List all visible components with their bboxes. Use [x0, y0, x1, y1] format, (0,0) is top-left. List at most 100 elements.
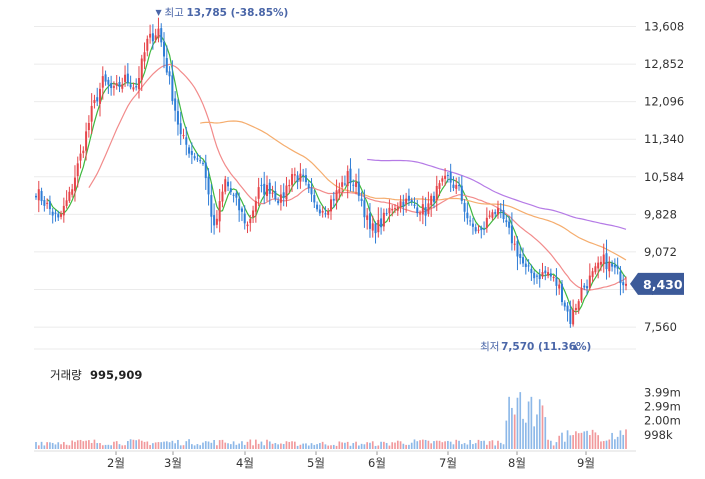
candle [240, 206, 243, 222]
candle [374, 221, 377, 244]
candle [597, 256, 600, 279]
candle [463, 199, 466, 222]
candle [271, 185, 274, 198]
candle-body [229, 188, 232, 193]
candle-body [471, 223, 474, 227]
volume-bar [296, 445, 299, 449]
volume-bar [355, 441, 357, 449]
price-tick-label: 13,608 [644, 20, 684, 34]
candle-body [474, 227, 477, 232]
volume-bar [371, 441, 374, 449]
candle [335, 179, 338, 210]
volume-bar [46, 442, 48, 449]
candle [257, 177, 260, 207]
candle [43, 196, 46, 212]
volume-bar [79, 439, 82, 449]
price-tick-label: 9,072 [644, 245, 677, 259]
volume-bar [550, 440, 552, 449]
candle [110, 75, 113, 96]
volume-bar [238, 443, 240, 449]
candle [174, 91, 177, 122]
candle [449, 163, 452, 192]
candle [249, 215, 252, 232]
candle-body [480, 227, 483, 231]
volume-bar [508, 396, 510, 449]
candle-body [413, 204, 416, 206]
candle-body [268, 182, 271, 194]
candle-body [204, 162, 207, 179]
volume-bar [152, 443, 154, 449]
candle [118, 76, 121, 93]
volume-bar [302, 443, 305, 449]
volume-bar [143, 441, 146, 449]
candle-body [90, 105, 93, 122]
candle-body [126, 73, 129, 84]
candle-body [588, 275, 591, 288]
candle-body [382, 212, 385, 227]
candle [471, 217, 474, 235]
volume-bar [71, 440, 74, 449]
candle [352, 179, 355, 192]
candle [104, 70, 107, 86]
candle [494, 209, 497, 218]
candle [260, 177, 263, 193]
candle-body [496, 208, 499, 215]
candle [330, 195, 332, 220]
candle [416, 199, 419, 217]
volume-bar [243, 444, 246, 449]
volume-bar [360, 443, 363, 449]
candle-body [410, 199, 413, 202]
candle [60, 210, 63, 220]
candle [101, 66, 104, 100]
candle-body [424, 207, 427, 216]
candle-body [502, 210, 505, 220]
volume-bar [483, 440, 485, 449]
candle [491, 209, 494, 221]
volume-bar [182, 445, 185, 449]
volume-bar [185, 441, 188, 449]
candle [54, 209, 57, 222]
candle [566, 302, 569, 322]
candle [402, 194, 405, 216]
candle [427, 191, 430, 217]
volume-label: 거래량 [50, 368, 82, 382]
candle [430, 193, 433, 217]
candle [541, 262, 544, 280]
candle-body [316, 204, 319, 210]
volume-bar [202, 442, 204, 449]
candle-body [218, 201, 221, 222]
volume-bar [282, 444, 285, 449]
volume-bar [616, 436, 619, 449]
volume-bar [96, 443, 99, 449]
volume-bar [566, 430, 569, 449]
candle [265, 175, 268, 202]
candle-body [37, 189, 40, 201]
volume-bar [352, 443, 355, 449]
volume-bar [43, 445, 46, 449]
volume-bar [469, 439, 471, 449]
volume-bar [541, 405, 544, 449]
candle-body [99, 88, 102, 104]
candle-body [68, 191, 71, 201]
candle-body [580, 288, 583, 301]
volume-bar [299, 444, 302, 449]
volume-bar [330, 445, 332, 449]
candle [163, 32, 166, 69]
volume-bar [619, 430, 622, 449]
candle-body [586, 286, 589, 289]
volume-value: 995,909 [90, 368, 142, 382]
candle-body [224, 179, 227, 192]
candle [304, 168, 307, 186]
candle-body [48, 201, 51, 210]
candle [168, 66, 171, 85]
candle [176, 99, 179, 136]
candle-body [402, 201, 405, 207]
volume-tick-label: 2.00m [644, 414, 681, 428]
candle [46, 198, 49, 209]
candle [96, 87, 99, 107]
candle [254, 196, 257, 223]
candle-body [552, 277, 555, 279]
volume-bar [168, 442, 171, 449]
candle [480, 225, 483, 239]
candle [594, 262, 597, 275]
